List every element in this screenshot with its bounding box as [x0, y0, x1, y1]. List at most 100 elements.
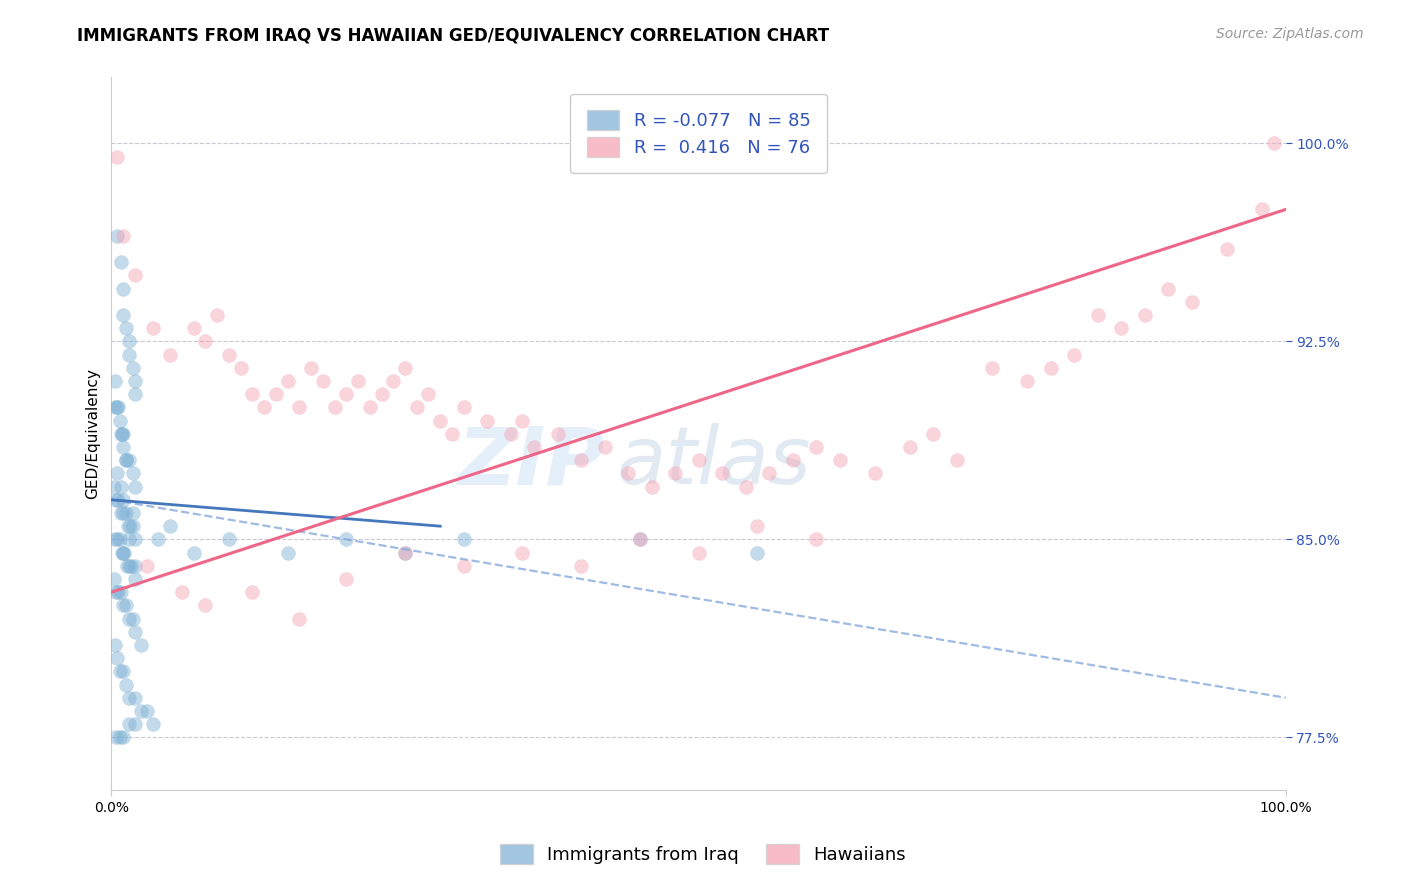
Point	[183, 545, 205, 559]
Point	[124, 624, 146, 639]
Point	[804, 440, 827, 454]
Point	[1087, 308, 1109, 322]
Point	[129, 638, 152, 652]
Point	[512, 545, 534, 559]
Point	[477, 414, 499, 428]
Point	[593, 440, 616, 454]
Point	[105, 533, 128, 547]
Point	[159, 519, 181, 533]
Point	[105, 651, 128, 665]
Point	[135, 704, 157, 718]
Point	[118, 453, 141, 467]
Point	[335, 387, 357, 401]
Point	[112, 282, 135, 296]
Point	[104, 638, 127, 652]
Point	[124, 374, 146, 388]
Point	[107, 492, 129, 507]
Point	[453, 533, 475, 547]
Point	[118, 348, 141, 362]
Point	[804, 533, 827, 547]
Point	[105, 401, 128, 415]
Point	[1133, 308, 1156, 322]
Point	[688, 545, 710, 559]
Point	[112, 308, 135, 322]
Point	[312, 374, 335, 388]
Point	[299, 360, 322, 375]
Point	[747, 545, 769, 559]
Point	[640, 479, 662, 493]
Point	[1216, 242, 1239, 256]
Point	[828, 453, 851, 467]
Point	[323, 401, 346, 415]
Point	[253, 401, 276, 415]
Point	[288, 611, 311, 625]
Point	[118, 611, 141, 625]
Point	[711, 467, 734, 481]
Text: Source: ZipAtlas.com: Source: ZipAtlas.com	[1216, 27, 1364, 41]
Point	[617, 467, 640, 481]
Point	[104, 374, 127, 388]
Point	[734, 479, 756, 493]
Point	[121, 360, 143, 375]
Point	[112, 492, 135, 507]
Point	[108, 414, 131, 428]
Point	[569, 453, 592, 467]
Text: ZIP: ZIP	[457, 424, 605, 501]
Point	[1157, 282, 1180, 296]
Point	[898, 440, 921, 454]
Point	[394, 545, 416, 559]
Point	[110, 506, 132, 520]
Point	[112, 599, 135, 613]
Point	[124, 479, 146, 493]
Point	[104, 401, 127, 415]
Point	[1063, 348, 1085, 362]
Point	[347, 374, 370, 388]
Point	[135, 558, 157, 573]
Point	[218, 348, 240, 362]
Point	[359, 401, 381, 415]
Point	[114, 506, 136, 520]
Point	[394, 360, 416, 375]
Point	[218, 533, 240, 547]
Point	[105, 228, 128, 243]
Point	[108, 665, 131, 679]
Point	[277, 374, 299, 388]
Point	[110, 585, 132, 599]
Point	[112, 731, 135, 745]
Point	[405, 401, 427, 415]
Point	[394, 545, 416, 559]
Point	[112, 545, 135, 559]
Point	[110, 426, 132, 441]
Point	[124, 268, 146, 283]
Point	[782, 453, 804, 467]
Point	[159, 348, 181, 362]
Point	[148, 533, 170, 547]
Point	[110, 479, 132, 493]
Point	[104, 533, 127, 547]
Point	[453, 558, 475, 573]
Point	[114, 677, 136, 691]
Point	[112, 426, 135, 441]
Point	[569, 558, 592, 573]
Point	[512, 414, 534, 428]
Point	[429, 414, 451, 428]
Point	[141, 321, 163, 335]
Point	[1111, 321, 1133, 335]
Point	[418, 387, 440, 401]
Point	[229, 360, 252, 375]
Point	[382, 374, 405, 388]
Point	[117, 519, 139, 533]
Point	[922, 426, 945, 441]
Point	[946, 453, 969, 467]
Point	[747, 519, 769, 533]
Point	[1039, 360, 1062, 375]
Point	[453, 401, 475, 415]
Point	[1017, 374, 1039, 388]
Point	[288, 401, 311, 415]
Point	[758, 467, 780, 481]
Point	[112, 506, 135, 520]
Point	[240, 585, 263, 599]
Point	[863, 467, 886, 481]
Text: IMMIGRANTS FROM IRAQ VS HAWAIIAN GED/EQUIVALENCY CORRELATION CHART: IMMIGRANTS FROM IRAQ VS HAWAIIAN GED/EQU…	[77, 27, 830, 45]
Point	[110, 255, 132, 269]
